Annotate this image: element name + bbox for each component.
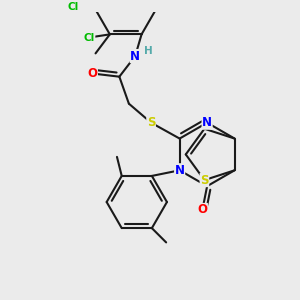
Text: Cl: Cl bbox=[68, 2, 79, 12]
Text: O: O bbox=[197, 203, 207, 217]
Text: N: N bbox=[202, 116, 212, 129]
Text: Cl: Cl bbox=[84, 32, 95, 43]
Text: N: N bbox=[130, 50, 140, 63]
Text: H: H bbox=[143, 46, 152, 56]
Text: O: O bbox=[87, 67, 98, 80]
Text: S: S bbox=[200, 174, 209, 187]
Text: N: N bbox=[175, 164, 184, 177]
Text: S: S bbox=[147, 116, 155, 129]
